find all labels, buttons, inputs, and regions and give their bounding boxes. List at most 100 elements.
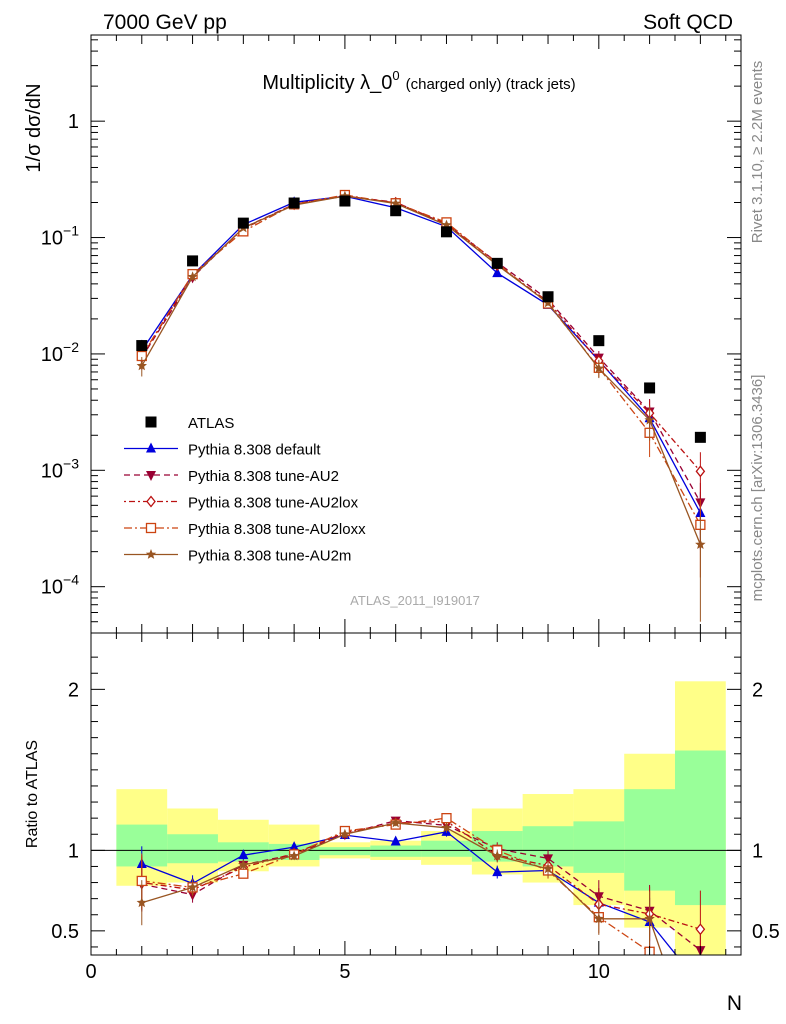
y-tick-exponent: −3 [63, 455, 79, 471]
x-tick-label: 5 [339, 961, 350, 983]
data-point-atlas [187, 255, 199, 267]
legend-label-data: ATLAS [188, 415, 234, 432]
ratio-marker-AU2m [288, 850, 300, 861]
y-tick-exponent: −1 [63, 223, 79, 239]
plot-title-superscript: 0 [392, 68, 399, 83]
y-axis-label-main: 1/σ dσ/dN [23, 83, 45, 172]
x-tick-label: 0 [85, 961, 96, 983]
legend: ATLAS Pythia 8.308 default Pythia 8.308 tu… [124, 415, 366, 565]
legend-marker-AU2loxx [145, 522, 157, 534]
data-point-atlas [694, 431, 706, 443]
ratio-marker-AU2m [593, 913, 604, 924]
marker-AU2m [695, 539, 706, 549]
y-tick-label-ratio: 2 [68, 679, 79, 701]
marker-AU2m [390, 198, 401, 208]
legend-marker-default [146, 442, 156, 453]
y-tick-mantissa: 10 [41, 460, 63, 482]
data-point-atlas [237, 217, 249, 229]
y-tick-label-ratio-right: 1 [752, 840, 763, 862]
ratio-band-inner [167, 834, 218, 864]
legend-marker-AU2 [146, 471, 156, 481]
plot-title-main: Multiplicity λ_0 [262, 72, 392, 94]
ratio-band-inner [370, 845, 422, 857]
ratio-marker-default [492, 866, 503, 877]
data-point-atlas [136, 340, 148, 352]
ratio-marker-AU2loxx [441, 813, 452, 824]
ratio-line-AU2m [141, 822, 663, 955]
legend-marker-AU2lox [146, 495, 156, 508]
data-point-atlas [644, 382, 656, 394]
legend-label-AU2: Pythia 8.308 tune-AU2 [188, 468, 339, 485]
ratio-line-AU2 [141, 819, 701, 951]
data-point-atlas [593, 335, 605, 347]
ratio-marker-AU2m [542, 863, 554, 874]
legend-label-AU2lox: Pythia 8.308 tune-AU2lox [188, 495, 359, 512]
y-axis-label-ratio: Ratio to ATLAS [24, 740, 41, 848]
ratio-marker-AU2m [339, 828, 351, 839]
ratio-marker-AU2lox [695, 923, 706, 936]
ratio-marker-AU2m [644, 913, 655, 924]
plot-title-suffix: (charged only) (track jets) [406, 76, 576, 93]
y-tick-exponent: −4 [63, 572, 79, 588]
ratio-marker-AU2m [492, 850, 503, 861]
ratio-marker-AU2m [390, 817, 401, 828]
marker-AU2m [187, 271, 198, 282]
data-point-atlas [491, 257, 503, 269]
series-line-AU2loxx [141, 194, 701, 526]
series-line-default [141, 195, 701, 514]
ratio-band-inner [674, 750, 726, 906]
main-plot-frame [90, 34, 742, 634]
ratio-series-layer [136, 813, 706, 955]
marker-AU2m [644, 414, 655, 425]
side-text-rivet: Rivet 3.1.10, ≥ 2.2M events [749, 61, 766, 244]
plot-title: Multiplicity λ_00 (charged only) (track j… [262, 68, 575, 94]
ratio-marker-AU2m [187, 881, 198, 892]
data-point-atlas [339, 195, 351, 207]
data-point-atlas [542, 291, 554, 303]
data-point-atlas [288, 197, 300, 209]
y-tick-label-ratio-right: 2 [752, 679, 763, 701]
legend-label-default: Pythia 8.308 default [188, 442, 321, 459]
ratio-line-default [141, 831, 677, 955]
y-tick-label-main: 10−3 [41, 455, 79, 482]
ratio-band-inner [573, 821, 625, 873]
side-text-mcplots: mcplots.cern.ch [arXiv:1306.3436] [749, 375, 766, 602]
legend-label-AU2loxx: Pythia 8.308 tune-AU2loxx [188, 521, 366, 538]
legend-marker-data [145, 416, 157, 428]
main-series-layer [136, 189, 706, 622]
y-tick-label-ratio: 1 [68, 840, 79, 862]
data-point-atlas [440, 226, 452, 238]
y-tick-label-main: 1 [68, 111, 79, 133]
y-tick-label-ratio-right: 0.5 [752, 921, 780, 943]
series-line-AU2lox [141, 195, 701, 472]
marker-AU2m [593, 363, 604, 373]
ratio-marker-AU2m [238, 859, 249, 870]
y-tick-label-main: 10−2 [41, 339, 79, 366]
y-tick-mantissa: 1 [68, 111, 79, 133]
y-tick-label-main: 10−4 [41, 572, 79, 599]
y-tick-mantissa: 10 [41, 577, 63, 599]
ratio-marker-AU2m [136, 897, 147, 908]
marker-AU2m [136, 360, 147, 371]
y-tick-label-ratio: 0.5 [51, 921, 79, 943]
y-tick-label-main: 10−1 [41, 223, 79, 250]
header-left: 7000 GeV pp [103, 11, 227, 34]
y-tick-exponent: −2 [63, 339, 79, 355]
header-right: Soft QCD [643, 11, 733, 34]
ratio-band-inner [319, 847, 371, 856]
y-tick-mantissa: 10 [41, 228, 63, 250]
ratio-line-AU2loxx [141, 817, 656, 955]
ratio-marker-AU2m [441, 822, 452, 833]
legend-marker-AU2m [145, 549, 157, 559]
marker-AU2m [542, 297, 554, 308]
ratio-marker-AU2loxx [238, 868, 249, 879]
x-tick-label: 10 [588, 961, 610, 983]
series-line-AU2m [141, 195, 702, 545]
ratio-plot-frame [90, 632, 742, 956]
legend-label-AU2m: Pythia 8.308 tune-AU2m [188, 548, 351, 565]
y-tick-mantissa: 10 [41, 344, 63, 366]
marker-AU2lox [695, 465, 706, 478]
ratio-marker-default [289, 841, 300, 852]
